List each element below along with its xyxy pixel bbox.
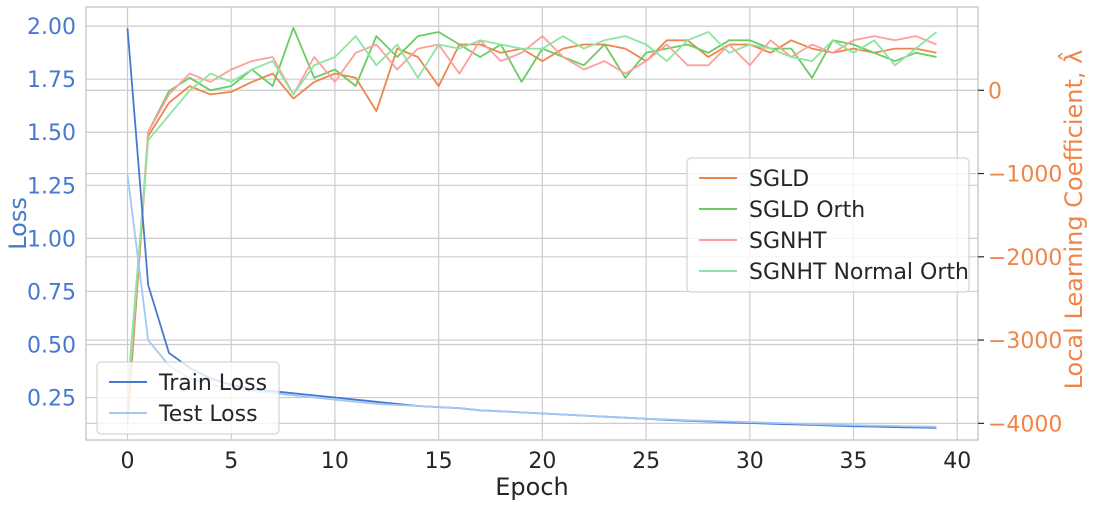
left-y-tick-label: 2.00 [27,15,76,40]
series-line-sgld-orth [126,26,937,416]
x-tick-label: 35 [840,449,868,474]
left-y-axis-label: Loss [4,197,32,250]
llc-legend: SGLD SGLD Orth SGNHT SGNHT Normal Orth [686,157,970,293]
x-tick-label: 20 [528,449,556,474]
x-tick-label: 30 [736,449,764,474]
right-y-tick-label: −4000 [988,412,1062,437]
right-y-axis-label: Local Learning Coefficient, λ̂ [1058,50,1088,390]
left-y-tick-label: 0.75 [27,280,76,305]
legend-label: SGNHT Normal Orth [749,260,969,285]
left-y-tick-label: 1.25 [27,174,76,199]
left-y-tick-label: 1.00 [27,227,76,252]
left-y-tick-label: 1.50 [27,121,76,146]
right-y-tick-label: −1000 [988,163,1062,188]
legend-label: Train Loss [158,371,267,396]
legend-label: Test Loss [158,402,258,427]
x-tick-label: 10 [321,449,349,474]
legend-label: SGNHT [749,229,827,254]
series-line-sgnht [126,35,937,407]
legend-label: SGLD Orth [749,198,865,223]
x-tick-label: 40 [943,449,971,474]
left-y-tick-label: 1.75 [27,68,76,93]
series-line-sgnht-normal-orth [126,31,938,391]
left-y-tick-label: 0.50 [27,333,76,358]
right-y-tick-label: −2000 [988,246,1062,271]
x-tick-label: 15 [425,449,453,474]
left-y-tick-label: 0.25 [27,387,76,412]
x-axis-label: Epoch [495,473,569,501]
x-tick-label: 5 [224,449,238,474]
right-y-tick-label: −3000 [988,329,1062,354]
tick-labels: 0 5 10 15 20 25 30 35 40 0.25 0.50 0.75 1.00 1.25 1.50… [27,15,1062,474]
legend-box [686,157,970,293]
x-tick-label: 25 [632,449,660,474]
legend-label: SGLD [749,167,809,192]
x-tick-label: 0 [120,449,134,474]
right-y-tick-label: 0 [988,79,1002,104]
loss-legend: Train Loss Test Loss [96,361,280,435]
legend-box [96,361,280,435]
plot-frame [85,6,979,441]
